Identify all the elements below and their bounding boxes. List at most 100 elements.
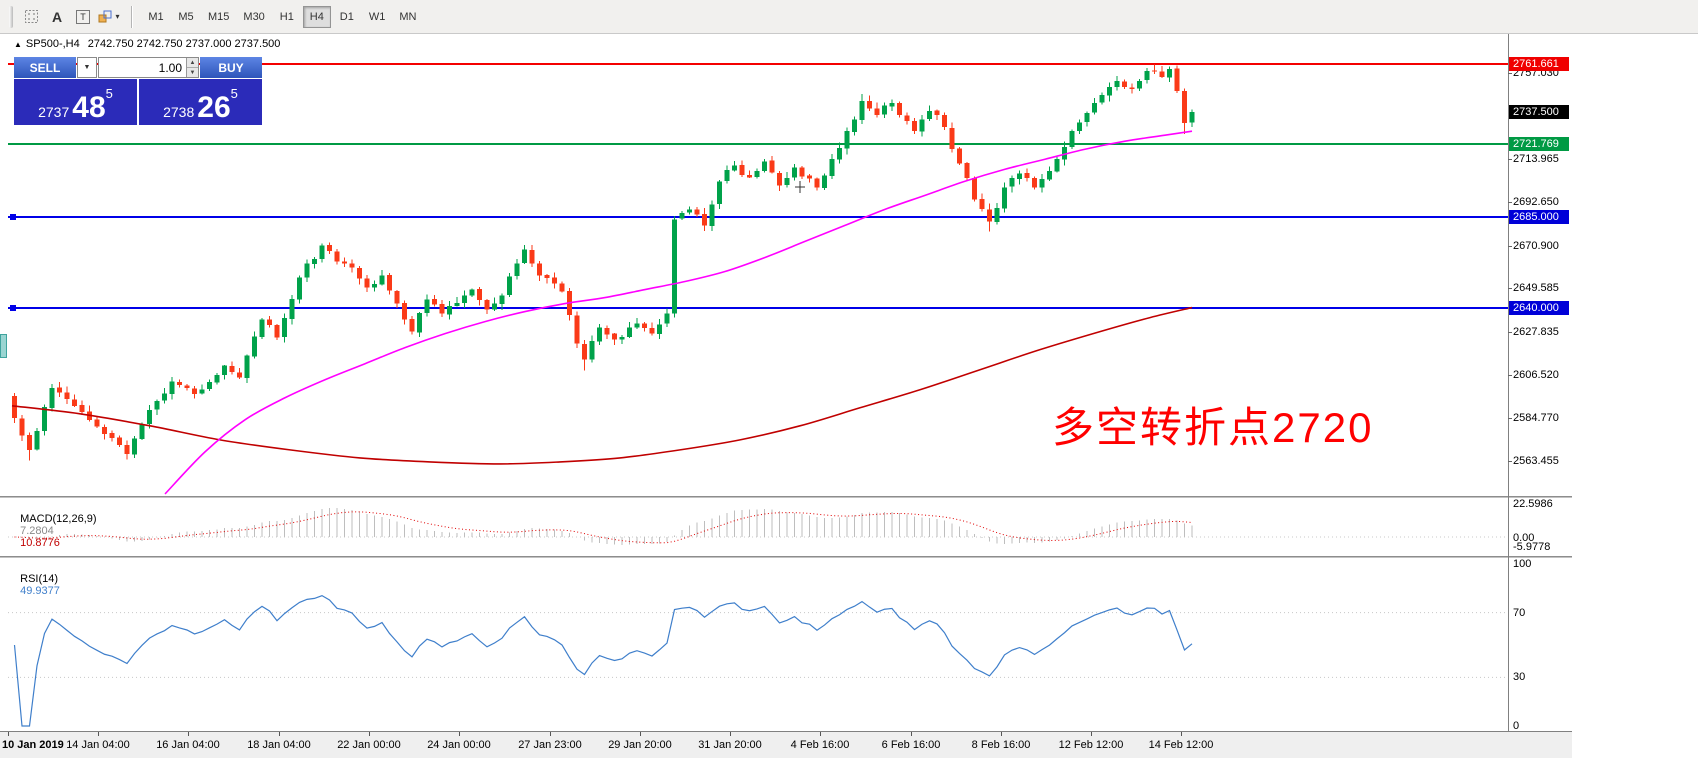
- price-tick-label: 2649.585: [1513, 282, 1559, 295]
- price-scale-border: [1508, 34, 1509, 731]
- time-tick-mark: [550, 732, 551, 736]
- volume-input[interactable]: 1.00 ▲ ▼: [98, 57, 199, 78]
- time-axis[interactable]: [0, 731, 1572, 758]
- price-tick-mark: [1508, 374, 1512, 376]
- time-tick-mark: [820, 732, 821, 736]
- collapse-one-click-button[interactable]: ▲: [14, 39, 22, 49]
- time-tick-mark: [911, 732, 912, 736]
- ohlc-values: 2742.750 2742.750 2737.000 2737.500: [87, 38, 281, 50]
- panel-splitter-rsi[interactable]: [0, 556, 1572, 558]
- chart-header: ▲ SP500-,H4 2742.750 2742.750 2737.000 2…: [14, 38, 280, 50]
- panel-splitter-macd[interactable]: [0, 496, 1572, 498]
- main-chart-canvas[interactable]: [0, 34, 1572, 496]
- volume-increase-button[interactable]: ▲: [187, 58, 198, 68]
- time-tick-mark: [640, 732, 641, 736]
- rsi-scale-label: 70: [1513, 606, 1526, 619]
- rsi-title: RSI(14) 49.9377: [20, 573, 60, 597]
- dropdown-caret-icon: ▾: [115, 12, 120, 21]
- shapes-icon[interactable]: ▾: [96, 5, 122, 29]
- macd-scale-label: -5.9778: [1513, 540, 1551, 553]
- price-tick-mark: [1508, 73, 1512, 74]
- time-axis-label: 29 Jan 20:00: [608, 739, 672, 751]
- time-tick-mark: [369, 732, 370, 736]
- grid-icon[interactable]: [18, 5, 44, 29]
- toolbar-separator: [131, 5, 132, 28]
- price-tick-label: 2692.650: [1513, 196, 1559, 209]
- time-axis-label: 8 Feb 16:00: [971, 739, 1031, 751]
- volume-value: 1.00: [158, 60, 182, 75]
- timeframe-button-m5[interactable]: M5: [178, 10, 194, 23]
- time-tick-mark: [730, 732, 731, 736]
- macd-scale-label: 22.5986: [1513, 498, 1553, 511]
- timeframe-button-m15[interactable]: M15: [208, 10, 230, 23]
- time-tick-mark: [188, 732, 189, 736]
- timeframe-button-h1[interactable]: H1: [279, 10, 294, 23]
- shapes-icon-glyph: [98, 10, 112, 23]
- macd-panel-canvas[interactable]: [0, 498, 1572, 556]
- rsi-panel-canvas[interactable]: [0, 558, 1572, 730]
- sell-price-display[interactable]: 2737 48 5: [14, 79, 137, 125]
- price-tick-mark: [1508, 159, 1512, 161]
- text-box-icon[interactable]: T: [70, 5, 96, 29]
- timeframe-button-w1[interactable]: W1: [368, 10, 386, 23]
- price-tick-label: 2584.770: [1513, 412, 1559, 425]
- rsi-scale-label: 30: [1513, 671, 1526, 684]
- price-tick-label: 2563.455: [1513, 455, 1559, 467]
- price-tick-label: 2713.965: [1513, 153, 1559, 166]
- buy-button[interactable]: BUY: [200, 57, 262, 78]
- time-axis-label: 14 Jan 04:00: [66, 739, 130, 751]
- time-tick-mark: [1181, 732, 1182, 736]
- combo-caret-icon: ▼: [83, 64, 91, 71]
- price-level-box: 2737.500: [1509, 105, 1569, 120]
- symbol-period-label: SP500-,H4: [25, 38, 80, 50]
- time-axis-label: 16 Jan 04:00: [156, 739, 220, 751]
- volume-decrease-button[interactable]: ▼: [187, 68, 198, 77]
- toolbar-grip[interactable]: [9, 5, 13, 28]
- price-tick-mark: [1508, 202, 1512, 204]
- timeframe-button-m1[interactable]: M1: [148, 10, 164, 23]
- time-tick-mark: [459, 732, 460, 736]
- price-level-box: 2685.000: [1509, 210, 1569, 225]
- volume-dropdown[interactable]: ▼: [77, 57, 97, 78]
- rsi-scale-label: 100: [1513, 558, 1532, 570]
- time-axis-label: 12 Feb 12:00: [1058, 739, 1124, 751]
- price-level-box: 2640.000: [1509, 300, 1569, 315]
- price-tick-mark: [1508, 418, 1512, 420]
- letter-t-glyph: T: [76, 9, 90, 24]
- time-axis-label: 18 Jan 04:00: [247, 739, 311, 751]
- price-level-box: 2721.769: [1509, 136, 1569, 151]
- letter-a-glyph: A: [51, 8, 63, 25]
- time-axis-label: 4 Feb 16:00: [790, 739, 850, 751]
- price-tick-label: 2670.900: [1513, 239, 1559, 252]
- time-tick-mark: [8, 732, 9, 736]
- one-click-trading-panel: SELL ▼ 1.00 ▲ ▼ BUY 2737 48 5 2738 26 5: [14, 57, 262, 125]
- timeframe-button-h4[interactable]: H4: [302, 5, 331, 28]
- sell-button[interactable]: SELL: [14, 57, 76, 78]
- time-axis-label: 24 Jan 00:00: [427, 739, 491, 751]
- time-axis-label: 14 Feb 12:00: [1148, 739, 1214, 751]
- time-axis-label: 22 Jan 00:00: [337, 739, 401, 751]
- price-tick-label: 2627.835: [1513, 325, 1559, 338]
- chart-annotation-text: 多空转折点2720: [1052, 404, 1374, 451]
- time-axis-label: 10 Jan 2019: [2, 739, 64, 751]
- price-tick-mark: [1508, 245, 1512, 247]
- timeframe-button-mn[interactable]: MN: [399, 10, 417, 23]
- macd-signal-value: 10.8776: [20, 537, 60, 549]
- time-tick-mark: [98, 732, 99, 736]
- buy-price-display[interactable]: 2738 26 5: [139, 79, 262, 125]
- timeframe-button-d1[interactable]: D1: [339, 10, 354, 23]
- macd-value: 7.2804: [20, 525, 54, 537]
- macd-title: MACD(12,26,9) 7.2804 10.8776: [20, 513, 97, 549]
- price-tick-mark: [1508, 331, 1512, 333]
- price-tick-mark: [1508, 461, 1512, 462]
- grid-icon-glyph: [24, 10, 38, 23]
- time-axis-label: 27 Jan 23:00: [518, 739, 582, 751]
- timeframe-group: M1 M5 M15 M30 H1 H4 D1 W1 MN: [141, 5, 423, 28]
- text-label-icon[interactable]: A: [44, 5, 70, 29]
- volume-spinner: ▲ ▼: [186, 58, 198, 77]
- left-edge-marker: [0, 334, 7, 358]
- time-axis-label: 31 Jan 20:00: [698, 739, 762, 751]
- price-level-box: 2761.661: [1509, 56, 1569, 71]
- timeframe-button-m30[interactable]: M30: [243, 10, 265, 23]
- time-tick-mark: [279, 732, 280, 736]
